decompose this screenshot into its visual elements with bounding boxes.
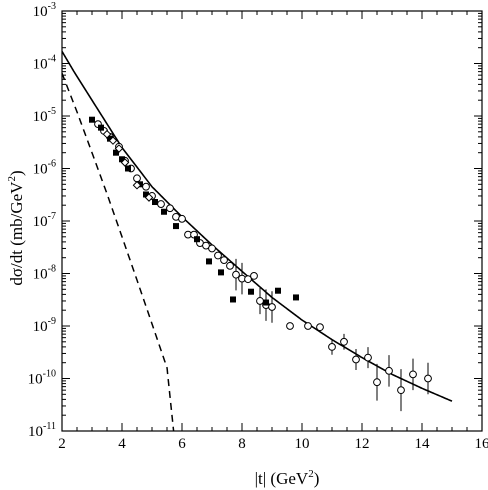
data-point-circle — [328, 342, 336, 351]
data-point-circle — [208, 244, 216, 253]
x-tick-label: 8 — [238, 436, 246, 452]
data-point-circle — [232, 270, 240, 279]
data-point-square — [152, 199, 158, 206]
x-tick-label: 2 — [58, 436, 66, 452]
data-point-diamond — [144, 193, 154, 202]
data-point-square — [206, 258, 212, 265]
data-point-circle — [352, 355, 360, 364]
y-tick-label: 10-8 — [33, 264, 56, 283]
y-axis-label: dσ/dt (mb/GeV2) — [6, 170, 26, 285]
data-point-circle — [268, 303, 276, 311]
data-point-circle — [424, 374, 432, 383]
x-tick-label: 10 — [295, 436, 310, 452]
data-point-square — [125, 165, 131, 172]
data-point-square — [248, 288, 254, 295]
data-point-diamond — [132, 180, 142, 190]
dashed-fit-curve — [62, 73, 175, 431]
data-point-square — [89, 116, 95, 123]
data-point-circle — [286, 322, 294, 330]
x-axis-label: |t| (GeV2) — [255, 468, 320, 488]
data-point-circle — [316, 323, 324, 332]
x-tick-label: 14 — [415, 436, 431, 452]
data-point-circle — [250, 272, 258, 280]
data-point-square — [161, 208, 167, 215]
data-point-circle — [256, 297, 264, 305]
data-point-circle — [409, 370, 417, 379]
x-tick-label: 16 — [475, 436, 488, 452]
data-point-square — [173, 223, 179, 230]
data-point-circle — [373, 378, 381, 387]
data-point-square — [293, 294, 299, 301]
y-tick-label: 10-3 — [33, 1, 56, 20]
data-point-square — [194, 236, 200, 243]
data-point-square — [218, 269, 224, 276]
data-point-circle — [220, 256, 228, 264]
data-point-diamond — [114, 144, 124, 153]
y-tick-label: 10-10 — [28, 369, 56, 388]
solid-fit-curve — [62, 50, 453, 402]
data-point-circle — [214, 251, 222, 260]
y-tick-label: 10-11 — [28, 421, 56, 440]
data-point-circle — [178, 214, 186, 223]
data-point-square — [98, 124, 104, 131]
data-point-circle — [166, 204, 174, 213]
x-tick-label: 6 — [178, 436, 186, 452]
plot-area: 2 4 6 8 10 12 14 16 10-11 10-10 10-9 10-8 10-7 10-6 10… — [28, 1, 488, 452]
data-point-circle — [364, 353, 372, 362]
data-point-circle — [397, 386, 405, 395]
x-tick-label: 4 — [118, 436, 126, 452]
data-point-circle — [340, 337, 348, 346]
data-point-square — [119, 156, 125, 163]
y-tick-label: 10-7 — [33, 211, 56, 230]
data-point-diamond — [120, 158, 130, 167]
data-point-square — [143, 191, 149, 198]
plot-frame — [61, 10, 483, 432]
data-point-diamond — [108, 136, 118, 145]
data-point-square — [263, 299, 269, 306]
x-tick-label: 12 — [355, 436, 370, 452]
y-tick-label: 10-6 — [33, 159, 56, 178]
y-tick-label: 10-9 — [33, 316, 56, 335]
y-tick-label: 10-4 — [33, 54, 56, 73]
data-point-circle — [385, 366, 393, 375]
data-point-circle — [304, 322, 312, 330]
data-point-square — [230, 296, 236, 303]
data-point-diamond — [102, 129, 112, 139]
data-point-circle — [142, 182, 150, 191]
data-point-square — [275, 287, 281, 294]
y-tick-label: 10-5 — [33, 106, 56, 125]
data-point-circle — [157, 200, 165, 208]
data-point-circle — [244, 275, 252, 284]
data-point-circle — [133, 174, 141, 183]
data-point-circle — [226, 261, 234, 270]
data-point-square — [113, 149, 119, 156]
data-point-square — [107, 135, 113, 142]
